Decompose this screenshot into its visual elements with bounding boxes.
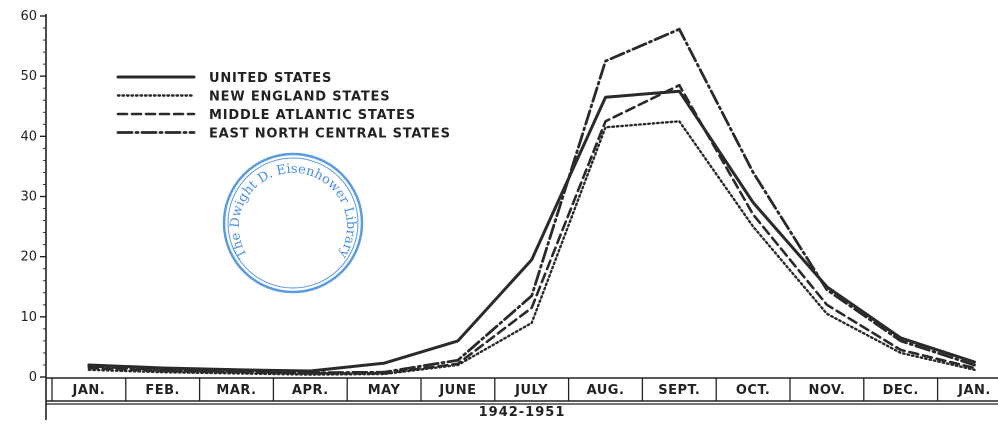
x-tick-label: MAR.: [216, 383, 256, 398]
y-tick-label: 50: [20, 69, 37, 84]
x-tick-label: MAY: [368, 383, 401, 398]
series-group: [87, 27, 976, 376]
x-tick-label: AUG.: [587, 383, 625, 398]
x-tick-label: NOV.: [808, 383, 845, 398]
y-tick-label: 60: [20, 9, 37, 24]
x-tick-label: DEC.: [883, 383, 919, 398]
y-tick-label: 0: [29, 370, 37, 385]
x-axis-category-row: JAN. FEB. MAR. APR. MAY JUNE JULY AUG. SEPT. OCT.…: [51, 378, 991, 401]
x-tick-label: JULY: [514, 383, 548, 398]
y-tick-label: 20: [20, 250, 37, 265]
library-stamp: The Dwight D. Eisenhower Library: [222, 152, 364, 294]
y-axis-ticks: 0 10 20 30 40 50 60: [20, 9, 46, 385]
y-tick-label: 40: [20, 129, 37, 144]
legend-label-3: MIDDLE ATLANTIC STATES: [209, 108, 416, 123]
stamp-inner-ring: [227, 157, 359, 289]
x-tick-label: APR.: [292, 383, 329, 398]
x-tick-label: JAN.: [72, 383, 106, 398]
legend-label-1: UNITED STATES: [209, 71, 332, 86]
series-line-2: [87, 120, 976, 376]
x-tick-label: JUNE: [438, 383, 476, 398]
legend-label-2: NEW ENGLAND STATES: [209, 90, 390, 105]
axes: [45, 14, 998, 420]
x-tick-label: JAN.: [957, 383, 991, 398]
x-tick-label: SEPT.: [658, 383, 700, 398]
y-tick-label: 10: [20, 310, 37, 325]
x-tick-label: OCT.: [736, 383, 770, 398]
legend: UNITED STATES NEW ENGLAND STATES MIDDLE AT…: [116, 71, 451, 142]
x-axis-label: 1942-1951: [479, 405, 566, 420]
series-line-1: [87, 89, 976, 373]
series-line-4: [87, 27, 976, 375]
y-tick-label: 30: [20, 190, 37, 205]
x-tick-label: FEB.: [145, 383, 180, 398]
stamp-outer-ring: [222, 152, 364, 294]
legend-label-4: EAST NORTH CENTRAL STATES: [209, 127, 451, 142]
